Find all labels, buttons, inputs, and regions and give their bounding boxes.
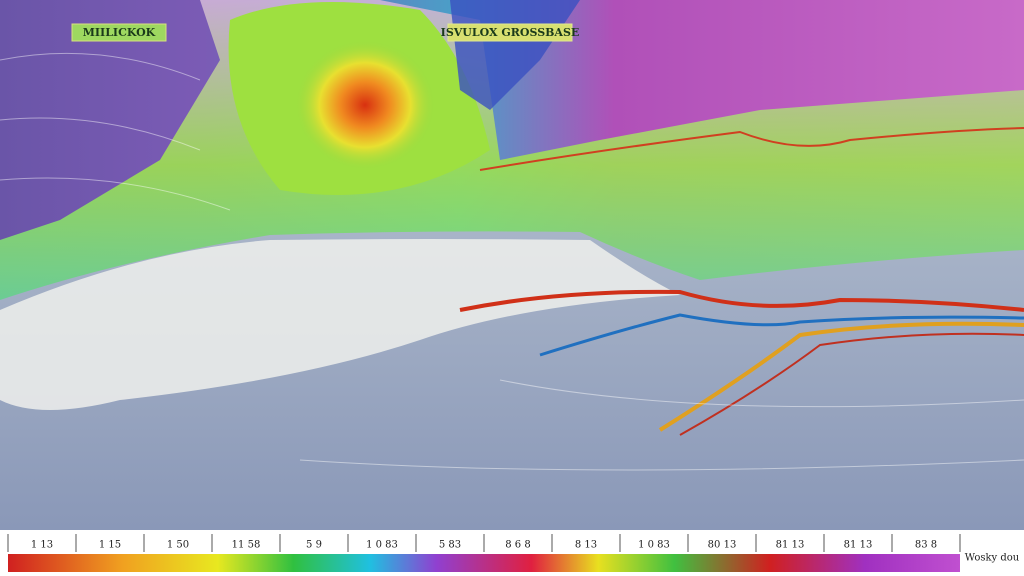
scale-tick-label: 80 13: [708, 540, 737, 551]
map-area: MIILICKOK ISVULOX GROSSBASE: [0, 0, 1024, 530]
front-line: [658, 321, 1024, 432]
scale-tick-label: 81 13: [844, 540, 873, 551]
front-line: [539, 313, 1024, 357]
scale-tick-label: 1 0 83: [366, 540, 398, 551]
map-label: ISVULOX GROSSBASE: [441, 26, 580, 39]
scale-tick-label: 1 13: [31, 540, 53, 551]
scale-tick-label: 1 15: [99, 540, 121, 551]
front-line: [479, 127, 1024, 171]
front-line: [459, 289, 1024, 312]
white-band: [0, 239, 680, 410]
scale-tick-label: 83 8: [915, 540, 937, 551]
color-bar: [8, 554, 960, 572]
scale-tick-label: 5 83: [439, 540, 461, 551]
scale-tick-label: 5 9: [306, 540, 322, 551]
map-label: MIILICKOK: [83, 26, 156, 39]
map-label-box: [447, 23, 573, 42]
contour-lines: [0, 52, 1024, 471]
front-line: [679, 332, 1024, 436]
scale-tick-label: 8 13: [575, 540, 597, 551]
hot-spot: [295, 40, 435, 170]
scale-unit: Wosky dou: [965, 553, 1020, 564]
color-scale: Wosky dou 1 13 1 15 1 50 11 58 5 9 1 0 83 5 83…: [0, 530, 1024, 576]
scale-tick-label: 1 0 83: [638, 540, 670, 551]
scale-tick-label: 1 50: [167, 540, 189, 551]
scale-tick-label: 81 13: [776, 540, 805, 551]
map-label-box: [71, 23, 167, 42]
scale-tick-label: 11 58: [232, 540, 261, 551]
scale-tick-label: 8 6 8: [505, 540, 530, 551]
